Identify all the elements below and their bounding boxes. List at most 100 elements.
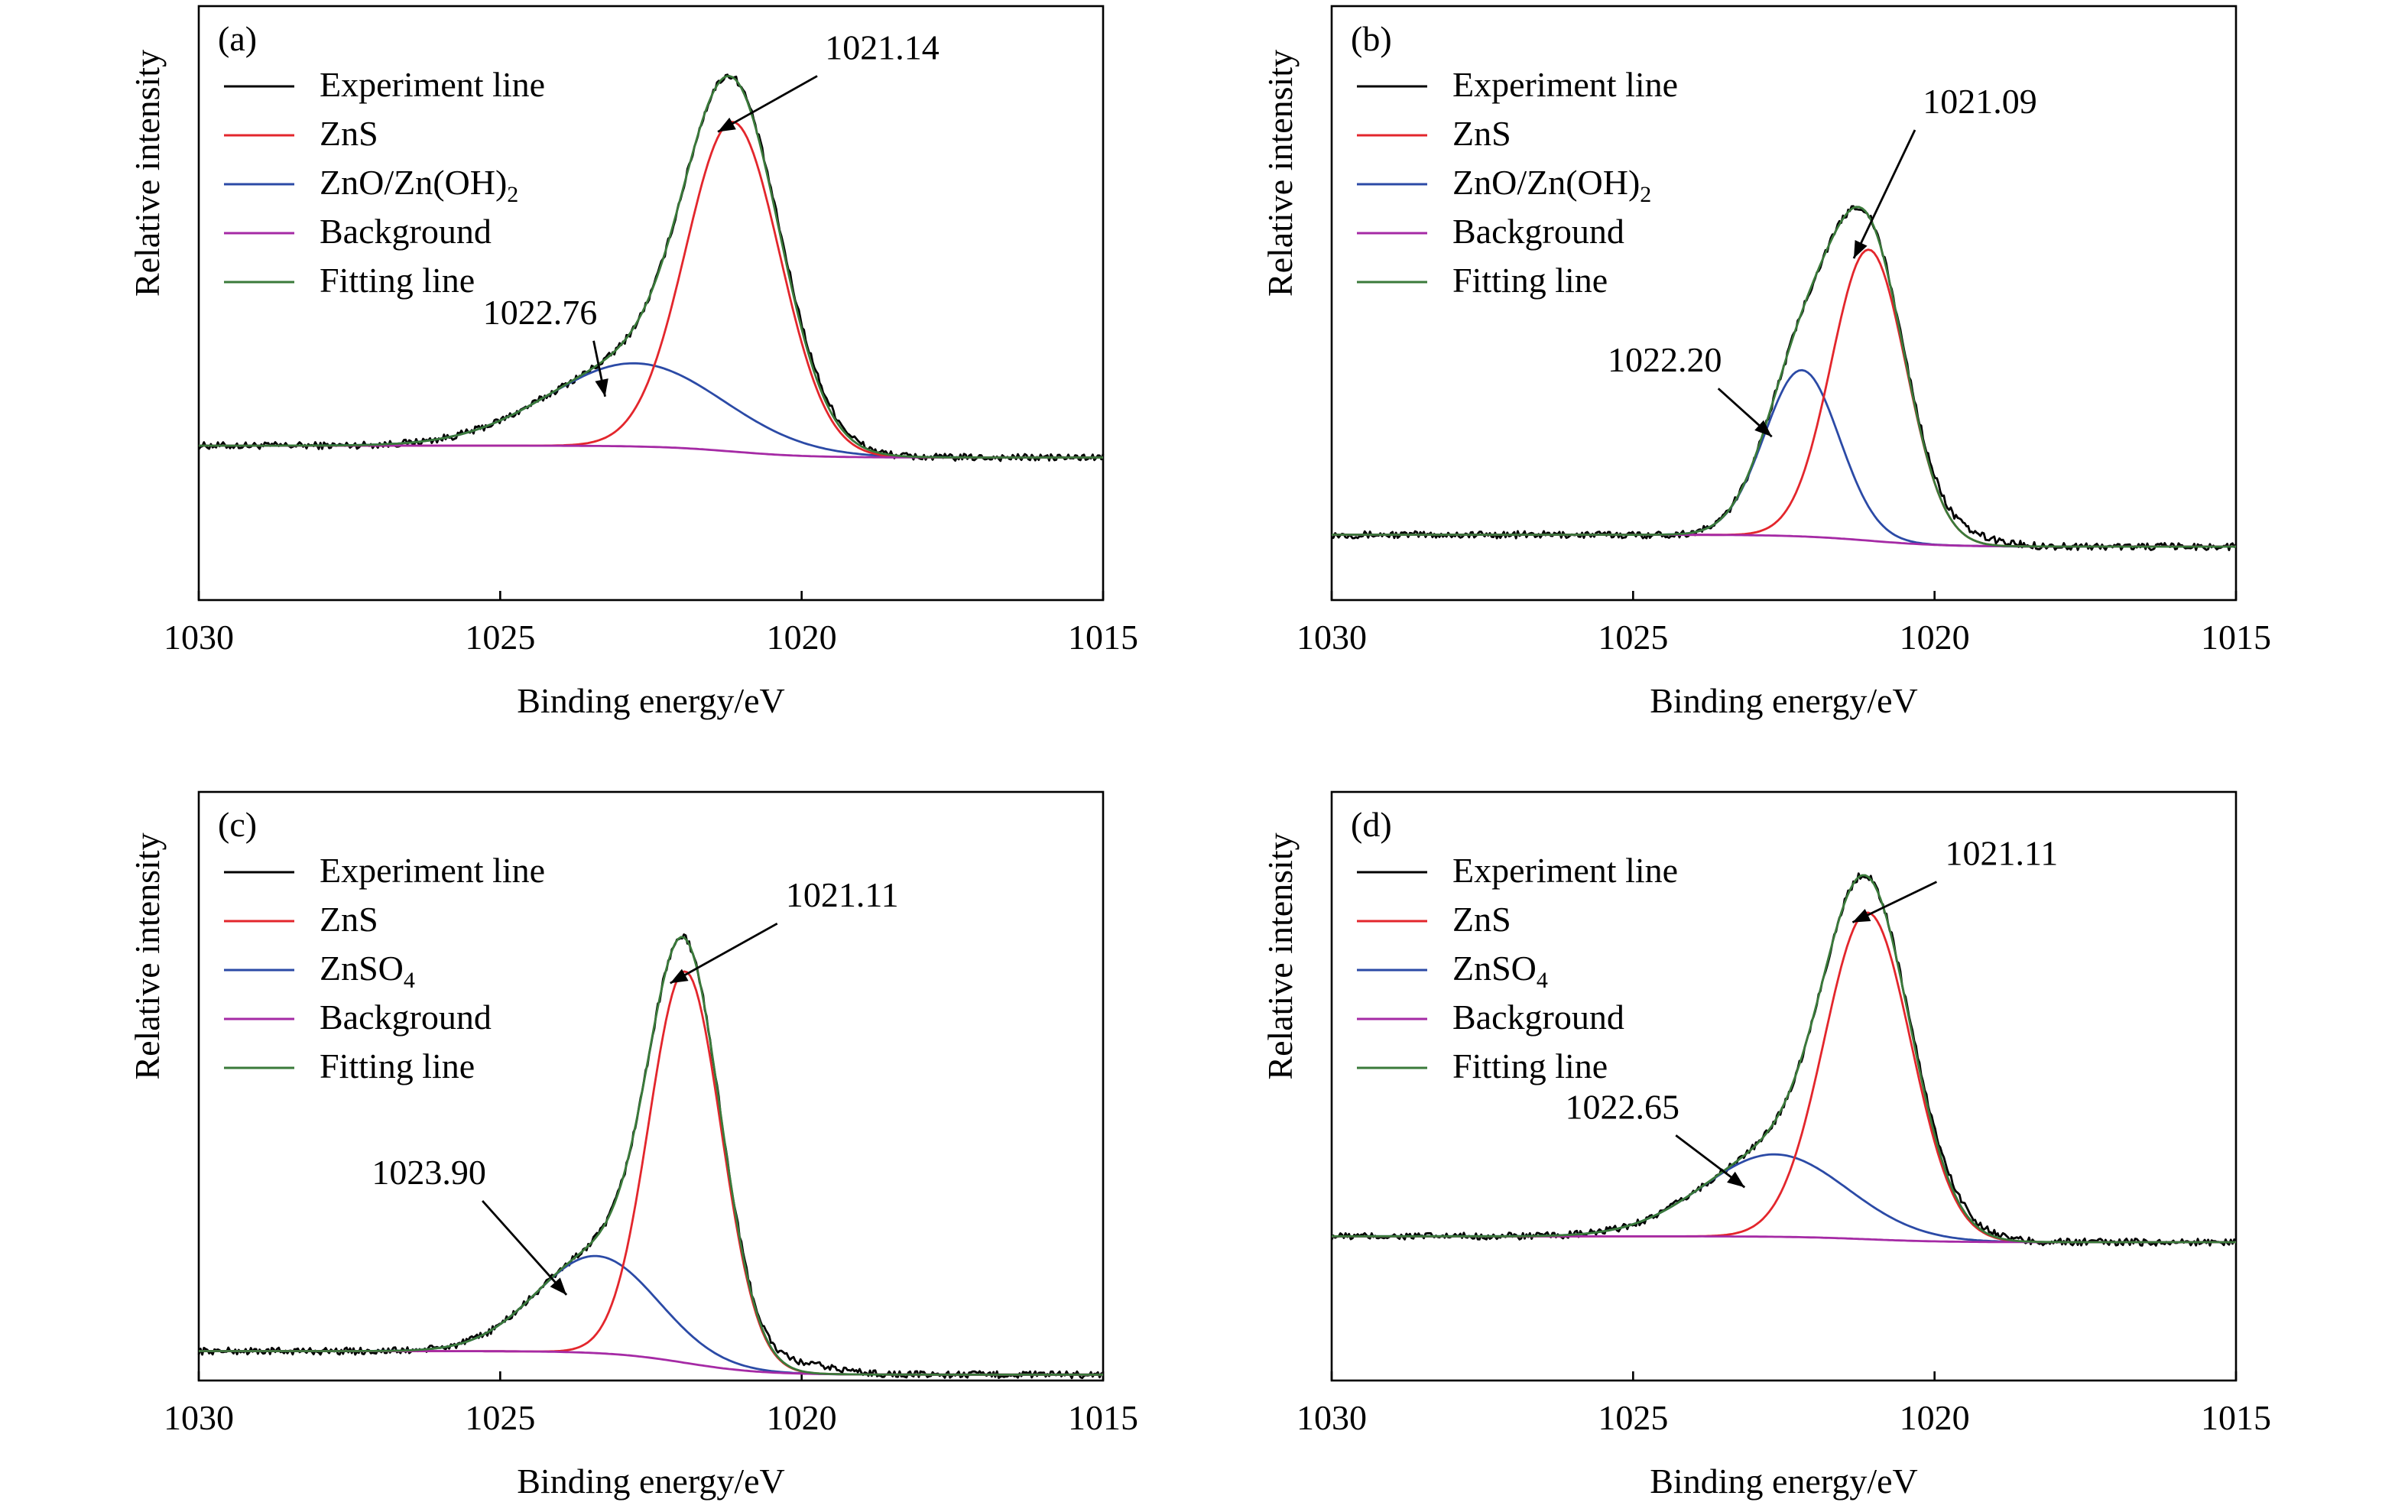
- annotation-arrowhead: [595, 378, 608, 397]
- peak-label: 1021.11: [1946, 834, 2059, 873]
- x-axis-label: Binding energy/eV: [1650, 681, 1917, 720]
- legend-label-text: ZnS: [1452, 114, 1511, 153]
- chart-panel: 1030 1025 1020 1015 Binding energy/eV Relativ…: [1261, 5, 2271, 720]
- plot-frame: [1330, 5, 2238, 602]
- legend-label-text: ZnS: [320, 900, 378, 939]
- panel-label: (d): [1351, 805, 1392, 844]
- series-secondary-peak: [1332, 1153, 2236, 1244]
- legend-label: ZnS: [1452, 900, 1511, 939]
- legend-label-text: Background: [320, 998, 492, 1037]
- chart-panel: 1030 1025 1020 1015 Binding energy/eV Relativ…: [128, 5, 1138, 720]
- legend-label: Background: [1452, 212, 1624, 251]
- x-tick-label: 1030: [164, 618, 234, 657]
- legend-label: Experiment line: [1452, 65, 1678, 104]
- x-tick-label: 1030: [1296, 1398, 1367, 1437]
- x-tick-label: 1020: [1900, 1398, 1970, 1437]
- annotation-arrow: [482, 1200, 568, 1296]
- y-axis-label: Relative intensity: [128, 832, 167, 1079]
- x-tick-label: 1015: [2201, 618, 2271, 657]
- x-tick-label: 1020: [1900, 618, 1970, 657]
- legend-label: Experiment line: [320, 851, 545, 890]
- legend-label: Background: [320, 998, 492, 1037]
- x-tick-label: 1015: [1068, 1398, 1138, 1437]
- legend-label-subscript: 4: [1537, 968, 1548, 993]
- legend-label: Fitting line: [320, 261, 475, 300]
- legend-label: Experiment line: [1452, 851, 1678, 890]
- legend-label: ZnSO4: [1452, 949, 1548, 993]
- series-fitting-line: [199, 936, 1103, 1376]
- legend-label-text: Fitting line: [1452, 261, 1608, 300]
- legend-label: Background: [1452, 998, 1624, 1037]
- legend-label-text: ZnSO: [1452, 949, 1537, 988]
- x-tick-label: 1015: [2201, 1398, 2271, 1437]
- legend-label-text: ZnO/Zn(OH): [1452, 163, 1640, 202]
- legend-label: ZnS: [320, 114, 378, 153]
- legend-label: Fitting line: [1452, 1046, 1608, 1085]
- annotation-arrow: [717, 75, 818, 133]
- x-axis-label: Binding energy/eV: [517, 1462, 784, 1501]
- legend-label: Background: [320, 212, 492, 251]
- x-tick-label: 1030: [1296, 618, 1367, 657]
- panel-label: (a): [218, 19, 257, 58]
- series-fitting-line: [1332, 874, 2236, 1244]
- legend: Experiment line ZnS ZnO/Zn(OH)2 Background F…: [224, 65, 545, 300]
- y-axis-label: Relative intensity: [128, 50, 167, 297]
- x-tick-label: 1025: [1598, 1398, 1668, 1437]
- legend-label: ZnO/Zn(OH)2: [320, 163, 518, 207]
- legend: Experiment line ZnS ZnSO4 Background Fitting…: [224, 851, 545, 1085]
- series-experiment-line: [1331, 205, 2238, 551]
- annotation-arrowhead: [550, 1277, 567, 1295]
- series-fitting-line: [1332, 206, 2236, 548]
- annotation-arrow: [1852, 129, 1916, 259]
- plot-frame: [197, 790, 1105, 1382]
- legend-label: ZnS: [320, 900, 378, 939]
- legend-label-subscript: 2: [507, 182, 518, 207]
- x-tick-label: 1025: [465, 1398, 535, 1437]
- legend-label-text: Fitting line: [320, 261, 475, 300]
- legend-label-text: ZnS: [1452, 900, 1511, 939]
- x-tick-label: 1030: [164, 1398, 234, 1437]
- x-tick-label: 1020: [767, 618, 837, 657]
- annotation-arrowhead: [1852, 909, 1871, 923]
- legend-label-text: Experiment line: [1452, 851, 1678, 890]
- annotation-arrowhead: [1754, 420, 1772, 437]
- series-background: [199, 1350, 1103, 1376]
- legend-label-text: Experiment line: [320, 65, 545, 104]
- legend-label: ZnSO4: [320, 949, 415, 993]
- series-background: [1332, 534, 2236, 548]
- legend-label-text: Experiment line: [1452, 65, 1678, 104]
- legend-label: Fitting line: [320, 1046, 475, 1085]
- legend-label: Fitting line: [1452, 261, 1608, 300]
- legend-label-text: ZnO/Zn(OH): [320, 163, 507, 202]
- annotation-arrow: [670, 922, 778, 985]
- peak-label: 1021.09: [1923, 82, 2037, 121]
- legend-label-subscript: 2: [1640, 182, 1651, 207]
- peak-label: 1022.76: [483, 293, 598, 332]
- peak-label: 1022.65: [1565, 1087, 1679, 1126]
- legend-label-text: Fitting line: [1452, 1046, 1608, 1085]
- legend-label-text: Background: [320, 212, 492, 251]
- x-tick-label: 1020: [767, 1398, 837, 1437]
- legend-label: ZnS: [1452, 114, 1511, 153]
- panel-label: (c): [218, 805, 257, 844]
- legend-label-text: Fitting line: [320, 1046, 475, 1085]
- peak-label: 1021.11: [786, 875, 899, 914]
- legend-label: Experiment line: [320, 65, 545, 104]
- chart-panel: 1030 1025 1020 1015 Binding energy/eV Relativ…: [128, 790, 1138, 1501]
- peak-label: 1021.14: [825, 28, 940, 67]
- legend-label-text: ZnSO: [320, 949, 404, 988]
- legend-label-text: ZnS: [320, 114, 378, 153]
- legend-label: ZnO/Zn(OH)2: [1452, 163, 1651, 207]
- plot-frame: [1330, 790, 2238, 1382]
- annotation-arrowhead: [1853, 240, 1868, 258]
- annotation-arrowhead: [1727, 1171, 1745, 1188]
- legend-label-text: Background: [1452, 212, 1624, 251]
- x-axis-label: Binding energy/eV: [517, 681, 784, 720]
- legend: Experiment line ZnS ZnO/Zn(OH)2 Background F…: [1357, 65, 1678, 300]
- x-tick-label: 1025: [465, 618, 535, 657]
- series-background: [199, 444, 1103, 459]
- panel-label: (b): [1351, 19, 1392, 58]
- series-fitting-line: [199, 75, 1103, 459]
- series-secondary-peak: [1332, 368, 2236, 548]
- peak-label: 1022.20: [1608, 340, 1722, 379]
